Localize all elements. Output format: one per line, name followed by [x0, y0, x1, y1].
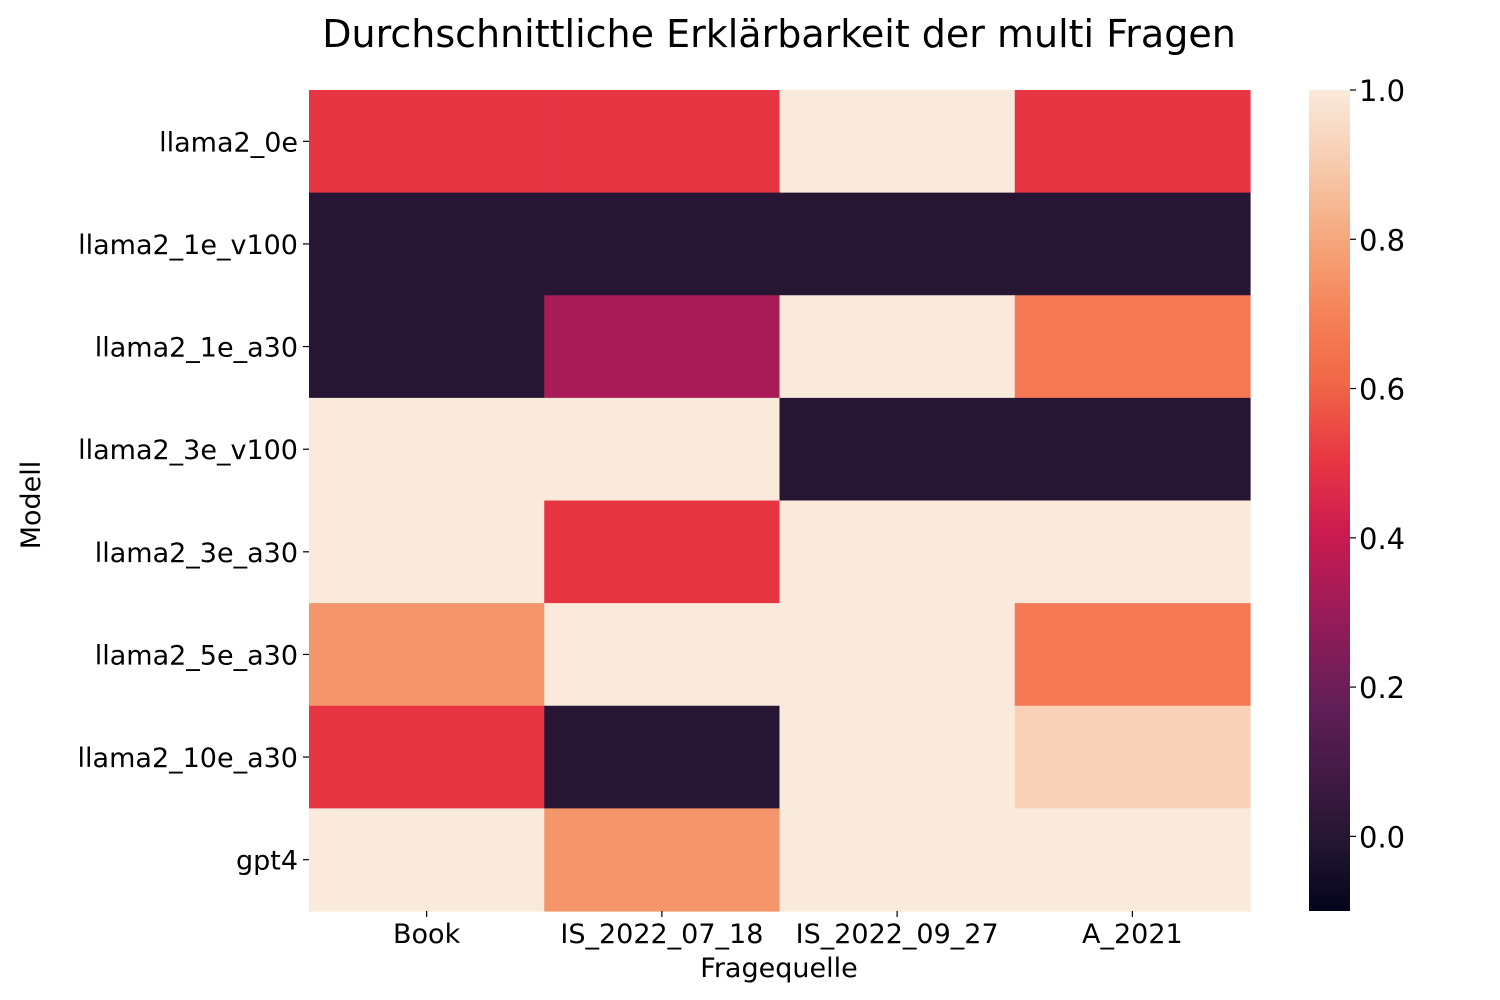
heatmap-cell — [309, 295, 545, 399]
y-tick-label: llama2_0e — [159, 127, 298, 158]
colorbar-tick-label: 0.4 — [1359, 522, 1405, 556]
heatmap-cell — [1014, 397, 1251, 502]
x-axis-label: Fragequelle — [700, 953, 857, 984]
colorbar-gradient — [1309, 90, 1350, 911]
x-tick-label: A_2021 — [1082, 919, 1183, 950]
heatmap-cell — [779, 295, 1016, 399]
heatmap-cell — [544, 192, 781, 296]
heatmap-cell — [1014, 192, 1251, 296]
heatmap-cell — [309, 603, 545, 707]
colorbar-tick-label: 0.0 — [1359, 820, 1405, 854]
colorbar: 0.0 0.2 0.4 0.6 0.8 1.0 — [1309, 74, 1405, 911]
heatmap-cell — [309, 500, 545, 604]
heatmap-cell — [544, 603, 781, 707]
heatmap-cell — [779, 397, 1016, 502]
heatmap-cell — [779, 808, 1016, 912]
x-tick-label: IS_2022_09_27 — [796, 919, 999, 950]
heatmap-cell — [1014, 90, 1251, 194]
heatmap-cell — [779, 603, 1016, 707]
x-tick-label: Book — [393, 919, 461, 950]
y-tick-label: llama2_3e_a30 — [95, 538, 298, 569]
heatmap-cell — [779, 500, 1016, 604]
heatmap-cell — [309, 705, 545, 809]
y-tick-label: gpt4 — [236, 846, 298, 877]
y-axis: llama2_0e llama2_1e_v100 llama2_1e_a30llam… — [78, 127, 309, 877]
heatmap-cell — [1014, 705, 1251, 809]
y-tick-label: llama2_3e_v100 — [78, 435, 298, 466]
heatmap-cells — [309, 90, 1251, 912]
heatmap-cell — [1014, 808, 1251, 912]
heatmap-cell — [779, 90, 1016, 194]
heatmap-cell — [544, 90, 781, 194]
colorbar-tick-label: 0.2 — [1359, 671, 1405, 705]
colorbar-tick-label: 0.6 — [1359, 373, 1405, 407]
heatmap-cell — [544, 808, 781, 912]
heatmap-cell — [309, 192, 545, 296]
y-tick-label: llama2_1e_a30 — [95, 333, 298, 364]
y-axis-label: Modell — [16, 461, 47, 550]
y-tick-label: llama2_5e_a30 — [95, 640, 298, 671]
colorbar-tick-label: 0.8 — [1359, 223, 1405, 257]
heatmap-cell — [309, 90, 545, 194]
heatmap-cell — [309, 808, 545, 912]
heatmap-cell — [544, 295, 781, 399]
heatmap-cell — [544, 397, 781, 502]
y-tick-label: llama2_10e_a30 — [78, 743, 298, 774]
x-tick-label: IS_2022_07_18 — [560, 919, 763, 950]
heatmap-cell — [544, 705, 781, 809]
heatmap-cell — [309, 397, 545, 502]
heatmap-cell — [1014, 603, 1251, 707]
heatmap-cell — [1014, 500, 1251, 604]
heatmap-cell — [779, 192, 1016, 296]
heatmap-cell — [1014, 295, 1251, 399]
x-axis: Book IS_2022_07_18 IS_2022_09_27 A_2021 — [393, 911, 1183, 950]
y-tick-label: llama2_1e_v100 — [78, 230, 298, 261]
chart-title: Durchschnittliche Erklärbarkeit der mult… — [322, 12, 1236, 56]
heatmap-cell — [544, 500, 781, 604]
colorbar-tick-label: 1.0 — [1359, 74, 1405, 108]
heatmap-cell — [779, 705, 1016, 809]
